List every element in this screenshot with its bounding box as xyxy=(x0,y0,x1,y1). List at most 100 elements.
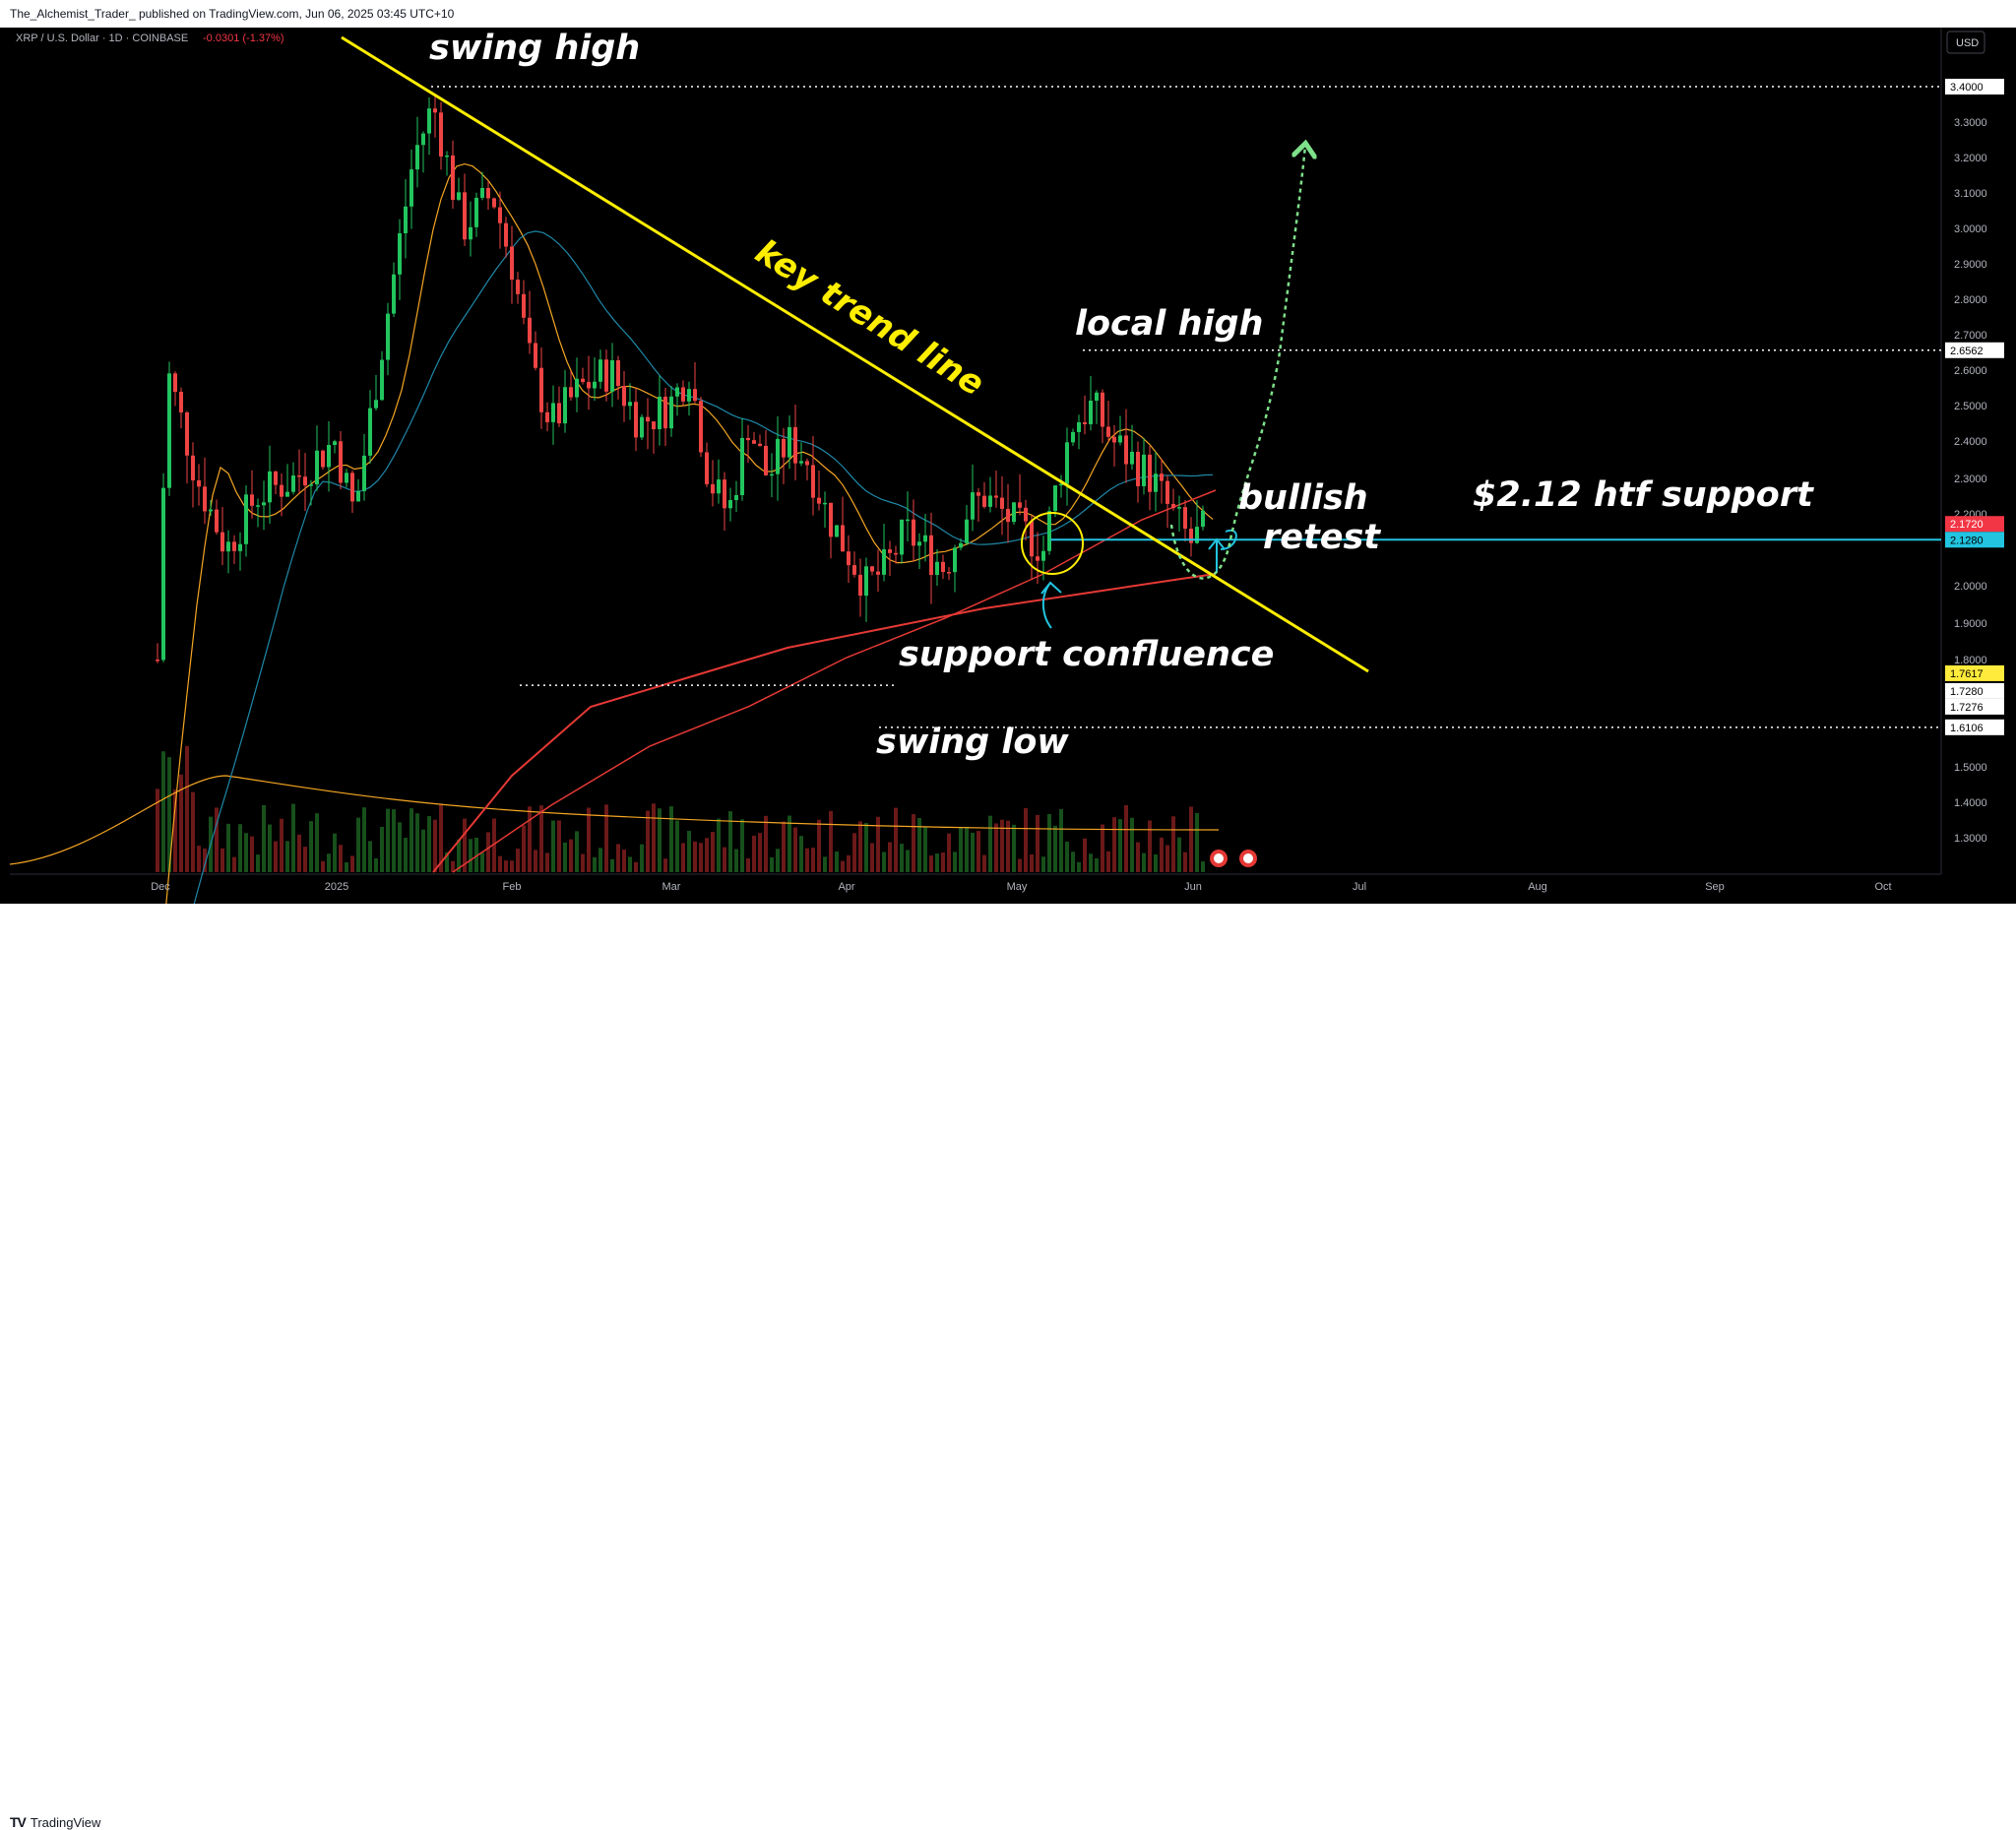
swing-high-label: swing high xyxy=(429,29,640,68)
candle-body xyxy=(965,519,969,543)
volume-bar xyxy=(297,834,301,872)
candle-body xyxy=(480,187,484,198)
volume-bar xyxy=(687,831,691,872)
volume-bar xyxy=(752,835,756,872)
candle-body xyxy=(362,455,366,491)
candle-body xyxy=(1171,503,1175,509)
candle-body xyxy=(173,373,177,392)
volume-bar xyxy=(847,854,850,872)
candle-body xyxy=(1160,473,1164,481)
x-tick-label: Dec xyxy=(151,881,170,893)
candle-body xyxy=(315,450,319,485)
volume-bar xyxy=(1160,837,1164,872)
candle-body xyxy=(321,450,325,468)
volume-bar xyxy=(817,819,821,872)
volume-bar xyxy=(1071,852,1075,872)
candle-body xyxy=(1124,435,1128,465)
candle-body xyxy=(770,473,774,476)
volume-bar xyxy=(658,808,662,872)
volume-bar xyxy=(262,804,266,872)
candle-body xyxy=(504,222,508,247)
volume-bar xyxy=(463,818,467,872)
candle-body xyxy=(622,386,626,407)
tradingview-logo[interactable]: TV TradingView xyxy=(10,1814,100,1830)
change-legend: -0.0301 (-1.37%) xyxy=(203,32,284,44)
candle-body xyxy=(610,360,614,392)
volume-bar xyxy=(604,804,608,872)
candle-body xyxy=(451,155,455,200)
ma-fast-line xyxy=(165,162,1214,904)
key-trend-line[interactable] xyxy=(341,35,1369,673)
currency-button[interactable] xyxy=(1946,31,1985,54)
svg-text:2.1280: 2.1280 xyxy=(1950,535,1984,546)
candle-body xyxy=(864,566,868,597)
volume-bar xyxy=(185,745,189,872)
volume-bar xyxy=(474,837,478,872)
y-tick-label: 1.8000 xyxy=(1954,655,1987,666)
candle-body xyxy=(156,660,159,662)
volume-bar xyxy=(935,853,939,872)
candle-body xyxy=(427,108,431,134)
volume-bar xyxy=(575,831,579,872)
volume-bar xyxy=(988,815,992,872)
candle-body xyxy=(1036,556,1040,561)
volume-bar xyxy=(368,841,372,872)
candle-body xyxy=(534,343,537,368)
volume-bar xyxy=(433,819,437,872)
candle-body xyxy=(852,565,856,575)
y-tick-label: 1.3000 xyxy=(1954,833,1987,845)
volume-bar xyxy=(929,855,933,872)
candle-body xyxy=(900,519,904,555)
volume-bar xyxy=(386,808,390,872)
plot-area[interactable] xyxy=(10,28,1941,874)
y-tick-label: 2.5000 xyxy=(1954,401,1987,412)
candle-body xyxy=(628,402,632,407)
volume-bar xyxy=(628,856,632,872)
volume-bar xyxy=(876,816,880,872)
volume-bar xyxy=(551,820,555,872)
candle-body xyxy=(1006,508,1010,523)
candle-body xyxy=(203,486,207,512)
candle-body xyxy=(250,494,254,506)
candle-body xyxy=(380,359,384,401)
price-tag: 3.4000 xyxy=(1945,79,2004,95)
candle-body xyxy=(469,226,472,240)
candle-body xyxy=(244,494,248,544)
candle-body xyxy=(1154,473,1158,492)
volume-bar xyxy=(350,855,354,872)
volume-bar xyxy=(285,841,289,872)
volume-bar xyxy=(1195,813,1199,872)
candle-body xyxy=(687,389,691,402)
ma-slow-2-line xyxy=(452,489,1217,873)
event-flag-icon[interactable] xyxy=(1239,850,1257,867)
candle-body xyxy=(758,443,762,446)
candle-body xyxy=(1095,392,1099,401)
volume-bar xyxy=(758,833,762,872)
volume-bar xyxy=(1166,845,1169,872)
projection-path xyxy=(1169,146,1305,580)
volume-bar xyxy=(723,847,726,872)
candle-body xyxy=(870,566,874,572)
candle-body xyxy=(829,502,833,537)
volume-bar xyxy=(1130,817,1134,872)
candle-body xyxy=(404,206,408,234)
price-chart[interactable]: 3.3000 3.2000 3.1000 3.0000 2.9000 2.8000 2.70… xyxy=(0,28,2016,904)
volume-bar xyxy=(941,852,945,872)
ma-slow-line xyxy=(432,573,1217,873)
candle-body xyxy=(1118,435,1122,443)
volume-bar xyxy=(829,810,833,872)
volume-bar xyxy=(959,827,963,872)
volume-bar xyxy=(191,791,195,872)
volume-ma-line xyxy=(9,775,1220,865)
event-flag-icon[interactable] xyxy=(1210,850,1228,867)
symbol-legend[interactable]: XRP / U.S. Dollar · 1D · COINBASE xyxy=(16,32,188,44)
svg-text:1.7280: 1.7280 xyxy=(1950,686,1984,698)
price-tag: 1.7280 xyxy=(1945,682,2004,699)
candle-body xyxy=(285,491,289,497)
volume-bar xyxy=(888,842,892,872)
axes: 3.3000 3.2000 3.1000 3.0000 2.9000 2.8000 2.70… xyxy=(151,79,2004,893)
volume-bar xyxy=(1012,824,1016,872)
volume-bar xyxy=(404,838,408,872)
volume-bar xyxy=(717,818,721,872)
price-axis[interactable] xyxy=(1941,28,2016,904)
